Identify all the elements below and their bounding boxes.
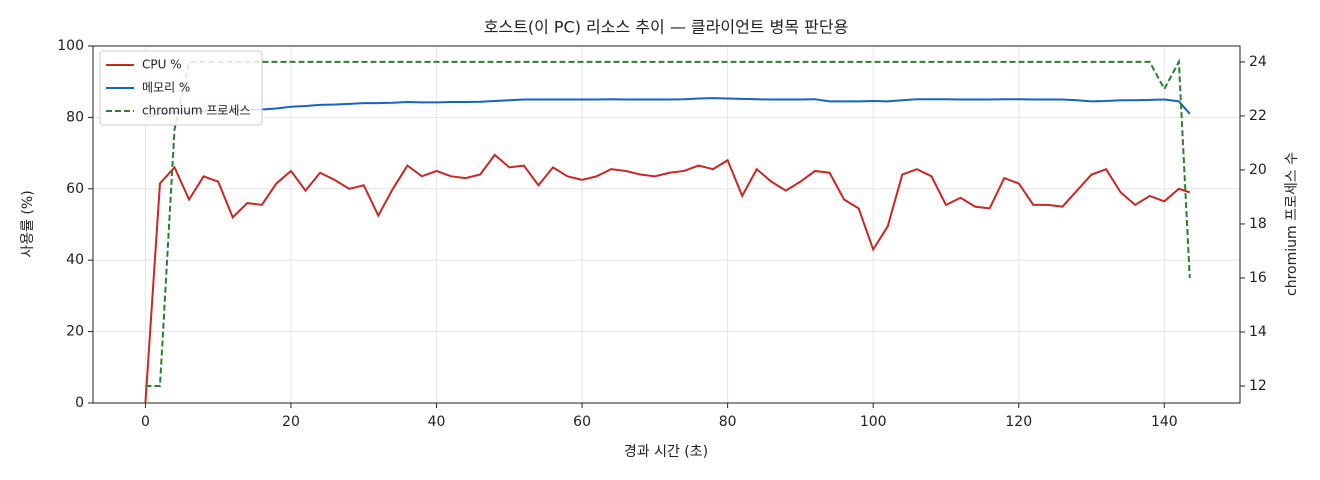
series-line	[145, 97, 1191, 119]
series-line	[144, 153, 1191, 404]
x-tick-label: 40	[428, 414, 446, 430]
legend-box	[99, 50, 263, 126]
x-tick-label: 140	[1151, 414, 1178, 430]
y2-tick-label: 22	[1249, 108, 1267, 124]
y2-tick-label: 18	[1249, 216, 1267, 232]
y2-tick-label: 12	[1249, 378, 1267, 394]
y2-axis-label: chromium 프로세스 수	[1284, 152, 1300, 296]
legend-label: chromium 프로세스	[142, 104, 251, 118]
y-tick-label: 100	[57, 38, 84, 54]
plot-frame	[92, 45, 1241, 404]
y-tick-label: 60	[66, 181, 84, 197]
x-tick-label: 0	[141, 414, 150, 430]
x-tick-label: 120	[1005, 414, 1032, 430]
x-tick-label: 100	[860, 414, 887, 430]
y2-tick-label: 20	[1249, 162, 1267, 178]
legend-label: 메모리 %	[142, 81, 190, 95]
x-tick-label: 20	[282, 414, 300, 430]
y-tick-label: 80	[66, 109, 84, 125]
series-line	[145, 58, 1191, 387]
x-tick-label: 60	[573, 414, 591, 430]
y2-tick-label: 14	[1249, 324, 1267, 340]
chart-title: 호스트(이 PC) 리소스 추이 — 클라이언트 병목 판단용	[484, 18, 849, 37]
y-axis-label: 사용률 (%)	[20, 190, 36, 257]
x-tick-label: 80	[719, 414, 737, 430]
y-tick-label: 20	[66, 324, 84, 340]
y-tick-label: 0	[75, 395, 84, 411]
legend-label: CPU %	[142, 58, 182, 72]
y-tick-label: 40	[66, 252, 84, 268]
x-axis-label: 경과 시간 (초)	[624, 444, 708, 460]
y2-tick-label: 24	[1249, 54, 1267, 70]
y2-tick-label: 16	[1249, 270, 1267, 286]
